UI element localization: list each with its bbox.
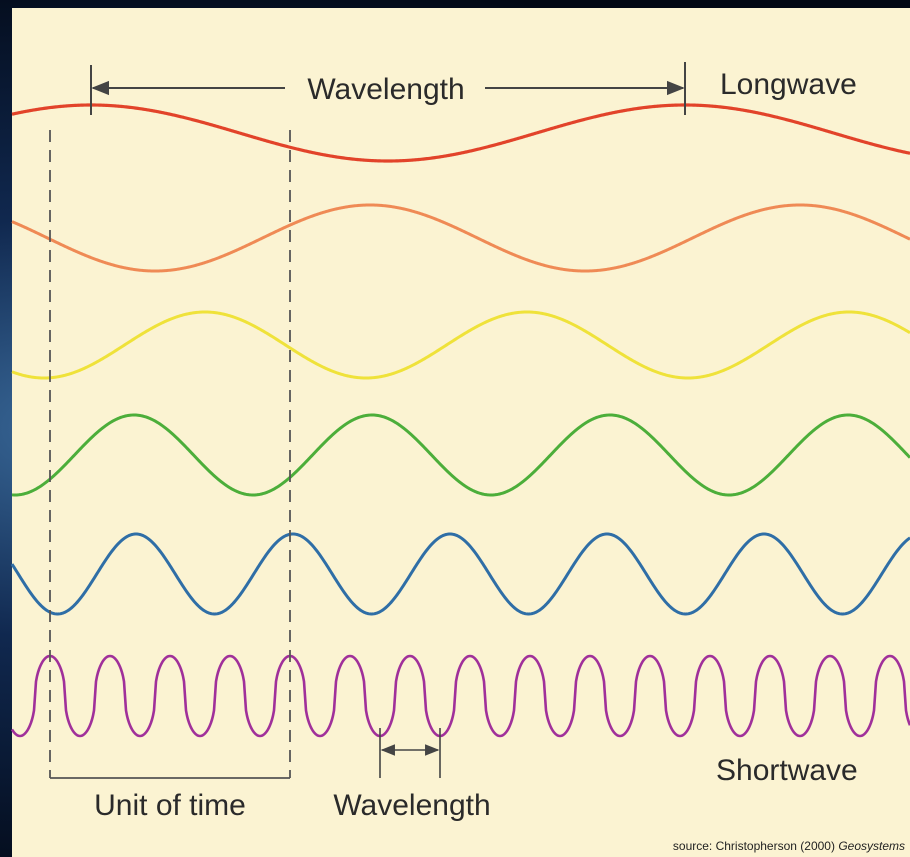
shortwave-violet-wave <box>10 654 910 738</box>
longwave-label: Longwave <box>720 68 857 101</box>
top-wavelength-marker <box>90 62 686 115</box>
orange-wave <box>11 203 910 273</box>
bottom-wavelength-label: Wavelength <box>333 789 490 822</box>
source-caption: source: Christopherson (2000) Geosystems <box>673 839 905 853</box>
yellow-wave <box>11 310 910 380</box>
bottom-wavelength-marker <box>379 728 441 778</box>
diagram-paper <box>12 8 910 857</box>
unit-of-time-box <box>49 130 291 779</box>
blue-wave <box>10 532 910 616</box>
wave-group <box>10 103 910 738</box>
source-prefix: source: Christopherson (2000) <box>673 839 838 853</box>
longwave-red-wave <box>11 103 910 163</box>
shortwave-label: Shortwave <box>716 754 858 787</box>
green-wave <box>11 413 910 497</box>
top-wavelength-label: Wavelength <box>307 73 464 106</box>
unit-of-time-label: Unit of time <box>94 789 246 822</box>
source-title: Geosystems <box>838 839 905 853</box>
